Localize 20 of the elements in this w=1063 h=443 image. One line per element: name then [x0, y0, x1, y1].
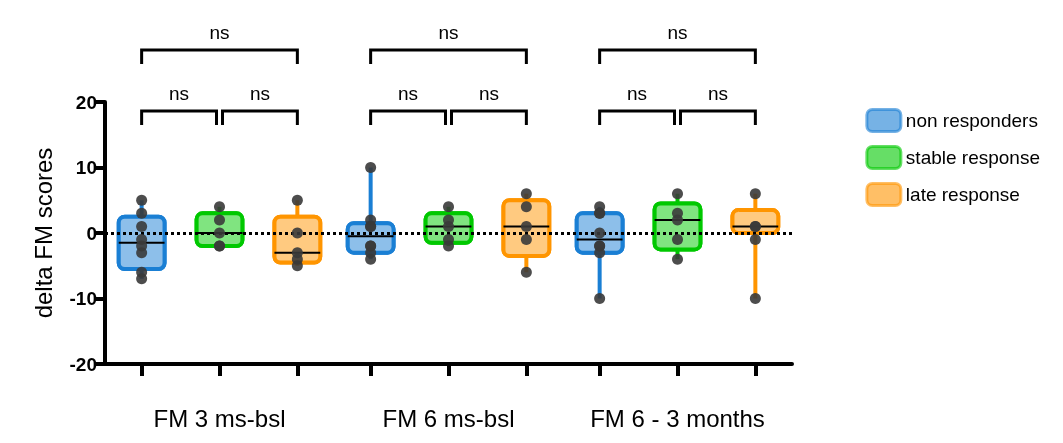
legend-label: non responders [905, 110, 1038, 131]
text: ns [438, 22, 459, 43]
legend-label: stable response [905, 147, 1041, 168]
y-axis-title: delta FM scores [29, 147, 57, 319]
text: ns [667, 22, 688, 43]
annotation: ns [627, 83, 648, 104]
x-tick-label: FM 6 ms-bsl [382, 404, 515, 432]
y-tick-label: -10 [69, 288, 97, 309]
annotation: ns [707, 83, 728, 104]
x-tick-label: FM 6 - 3 months [590, 404, 765, 432]
annotation: ns [169, 83, 190, 104]
x-tick-label: FM 3 ms-bsl [153, 404, 286, 432]
y-tick-label: -20 [69, 353, 97, 375]
y-tick-label: 10 [75, 157, 97, 178]
y-tick-label: 20 [75, 91, 97, 113]
legend-label: late response [905, 184, 1020, 205]
annotation: ns [478, 83, 499, 104]
annotation: ns [249, 83, 270, 104]
annotation: ns [398, 83, 419, 104]
text: ns [209, 22, 230, 43]
